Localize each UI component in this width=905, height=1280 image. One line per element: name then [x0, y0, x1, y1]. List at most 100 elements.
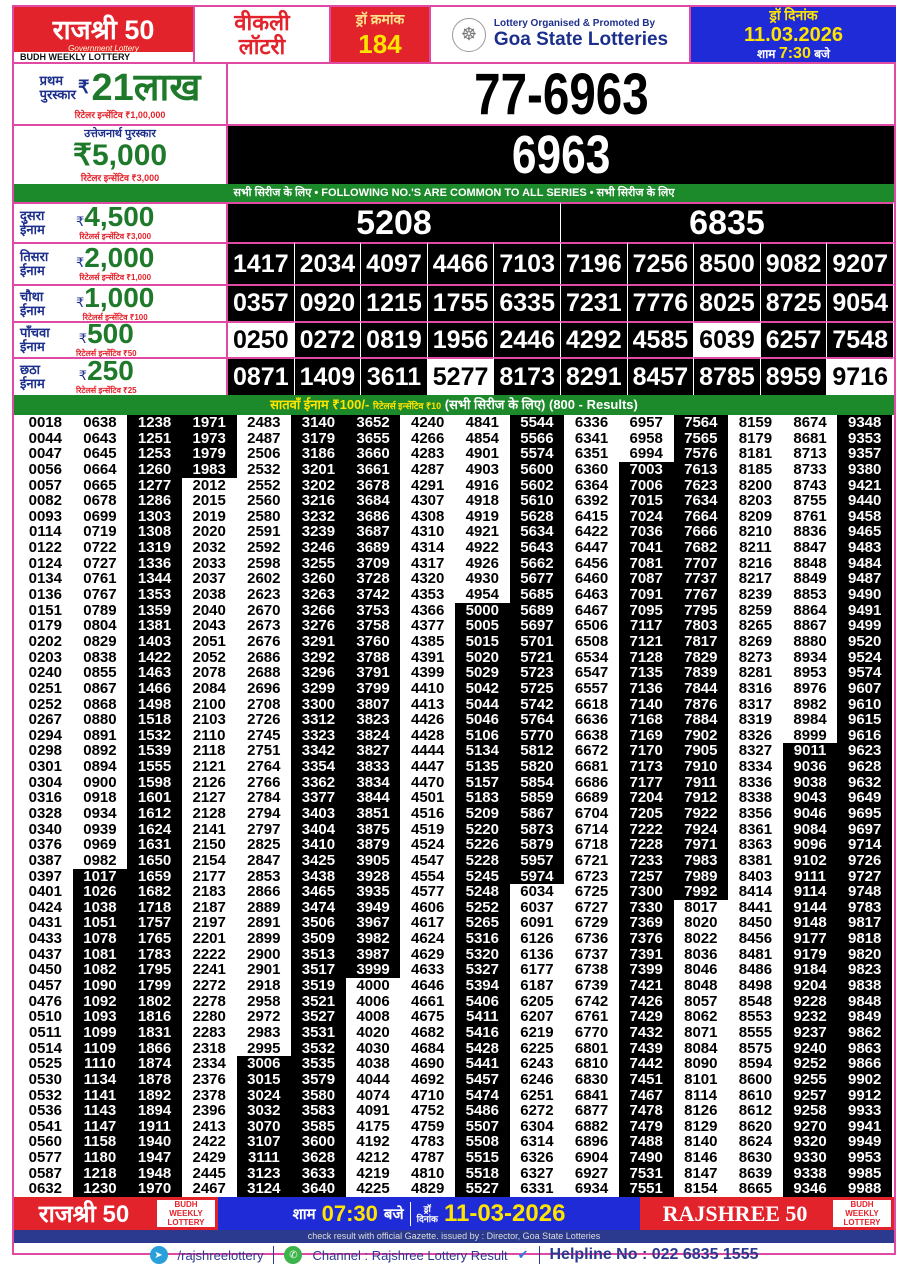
- seventh-prize-number: 6422: [574, 523, 609, 541]
- seventh-prize-number: 4524: [411, 836, 445, 854]
- seventh-prize-number: 6841: [574, 1086, 609, 1104]
- tag-line: BUDH: [850, 1200, 874, 1209]
- seventh-prize-number: 8356: [738, 805, 773, 822]
- seventh-prize-number: 5005: [455, 618, 510, 634]
- seventh-prize-number: 2187: [192, 898, 226, 916]
- seventh-prize-number: 7682: [673, 540, 729, 556]
- prize-number: 0871: [228, 357, 295, 395]
- seventh-prize-number: 1353: [127, 587, 182, 603]
- seventh-prize-number: 1303: [127, 509, 182, 525]
- seventh-prize-number: 8548: [738, 992, 773, 1010]
- seventh-prize-number: 9228: [782, 994, 838, 1010]
- prize-number: 0272: [294, 321, 362, 357]
- seventh-prize-number: 5416: [455, 1025, 510, 1041]
- seventh-prize-number: 9632: [837, 775, 892, 791]
- seventh-prize-number: 5677: [509, 571, 565, 588]
- seventh-prize-number: 2708: [247, 695, 281, 713]
- seventh-prize-number: 0900: [83, 773, 117, 791]
- seventh-prize-number: 1765: [127, 931, 182, 947]
- seventh-prize-number: 5515: [455, 1150, 510, 1166]
- footer-band: राजश्री 50 BUDH WEEKLY LOTTERY शाम 07:30 ब…: [14, 1197, 894, 1230]
- seventh-prize-number: 1979: [181, 446, 237, 462]
- seventh-prize-number: 3742: [345, 587, 401, 603]
- seventh-prize-number: 7087: [618, 571, 674, 588]
- seventh-prize-number: 5252: [455, 900, 510, 916]
- seventh-prize-number: 7664: [673, 509, 729, 525]
- seventh-prize-number: 7140: [618, 696, 674, 713]
- prize-number: 4585: [627, 321, 695, 357]
- seventh-prize-number: 1539: [127, 743, 182, 760]
- seventh-prize-number: 7177: [618, 775, 674, 791]
- seventh-prize-number: 5020: [455, 649, 510, 666]
- seventh-prize-number: 3999: [345, 962, 401, 979]
- seventh-prize-number: 2052: [192, 648, 226, 666]
- seventh-prize-number: 7844: [673, 681, 729, 697]
- seventh-prize-number: 7095: [618, 603, 674, 619]
- seventh-prize-number: 2038: [192, 586, 226, 604]
- seventh-prize-number: 2121: [192, 758, 226, 776]
- seventh-prize-number: 4175: [356, 1117, 390, 1135]
- seventh-prize-number: 1038: [72, 900, 128, 916]
- brand-logo: राजश्री 50 Government Lottery BUDH WEEKL…: [14, 7, 195, 62]
- seventh-prize-number: 1892: [127, 1087, 182, 1104]
- seventh-prize-number: 0891: [83, 726, 117, 744]
- seventh-prize-number: 3753: [345, 603, 401, 619]
- seventh-prize-number: 3728: [345, 571, 401, 588]
- seventh-prize-number: 7421: [618, 978, 674, 994]
- seventh-prize-number: 3640: [291, 1181, 346, 1197]
- seventh-prize-number: 0298: [28, 742, 62, 760]
- seventh-prize-number: 7576: [673, 446, 729, 462]
- seventh-prize-number: 7707: [673, 556, 729, 572]
- seventh-prize-number: 3758: [345, 618, 401, 634]
- seventh-prize-number: 1874: [127, 1056, 182, 1072]
- seventh-prize-number: 1598: [127, 775, 182, 791]
- seventh-prize-number: 3465: [291, 884, 346, 900]
- whatsapp-channel-link[interactable]: Channel : Rajshree Lottery Result: [312, 1247, 508, 1263]
- contact-bar: ➤ /rajshreelottery ✆ Channel : Rajshree …: [14, 1243, 894, 1267]
- seventh-prize-number: 0057: [28, 476, 62, 494]
- consolation-number-text: 6963: [511, 125, 611, 185]
- seventh-prize-number: 9607: [837, 681, 892, 697]
- prize-number: 8500: [694, 242, 761, 284]
- seventh-prize-number: 9084: [782, 822, 838, 838]
- seventh-prize-number: 9348: [837, 415, 892, 431]
- seventh-prize-number: 1344: [127, 571, 182, 588]
- prize-number: 7103: [494, 242, 561, 284]
- seventh-prize-number: 3015: [236, 1072, 292, 1088]
- telegram-link[interactable]: /rajshreelottery: [177, 1247, 264, 1263]
- seventh-prize-number: 5000: [455, 603, 510, 619]
- seventh-prize-number: 6508: [574, 632, 609, 650]
- seventh-prize-number: 5015: [455, 634, 510, 650]
- seventh-prize-number: 6738: [574, 961, 609, 979]
- prize-retailer-incentive: रिटेलर्स इन्सेंटिव ₹25: [76, 386, 137, 395]
- prize-number: 0819: [361, 321, 428, 357]
- seventh-prize-number: 8414: [738, 883, 773, 901]
- seventh-prize-number: 8327: [738, 742, 773, 760]
- seventh-prize-number: 0122: [28, 539, 62, 557]
- seventh-prize-number: 8594: [738, 1055, 773, 1073]
- seventh-prize-number: 2900: [247, 945, 281, 963]
- tag-line: LOTTERY: [167, 1218, 205, 1227]
- seventh-prize-number: 0387: [28, 851, 62, 869]
- seventh-prize-number: 1286: [127, 493, 182, 509]
- seventh-prize-number: 1078: [72, 931, 128, 947]
- seventh-prize-number: 7169: [618, 728, 674, 744]
- seventh-prize-number: 9985: [837, 1166, 892, 1182]
- seventh-prize-number: 4308: [411, 507, 445, 525]
- seventh-prize-number: 6341: [574, 429, 609, 447]
- seventh-prize-number: 4829: [411, 1180, 445, 1198]
- seventh-prize-number: 2084: [192, 679, 226, 697]
- seventh-prize-number: 6304: [520, 1117, 554, 1135]
- seventh-prize-number: 3232: [291, 509, 346, 525]
- seventh-prize-number: 3579: [291, 1072, 346, 1088]
- seventh-prize-number: 1319: [127, 540, 182, 556]
- seventh-prize-number: 9148: [782, 915, 838, 932]
- seventh-prize-number: 8200: [738, 476, 773, 494]
- seventh-prize-number: 9440: [837, 493, 892, 509]
- seventh-prize-number: 6547: [574, 664, 609, 682]
- seventh-prize-number: 1026: [72, 884, 128, 900]
- seventh-prize-number: 6463: [574, 586, 609, 604]
- seventh-prize-number: 5248: [455, 884, 510, 900]
- seventh-prize-number: 4661: [411, 992, 445, 1010]
- seventh-prize-number: 2183: [192, 883, 226, 901]
